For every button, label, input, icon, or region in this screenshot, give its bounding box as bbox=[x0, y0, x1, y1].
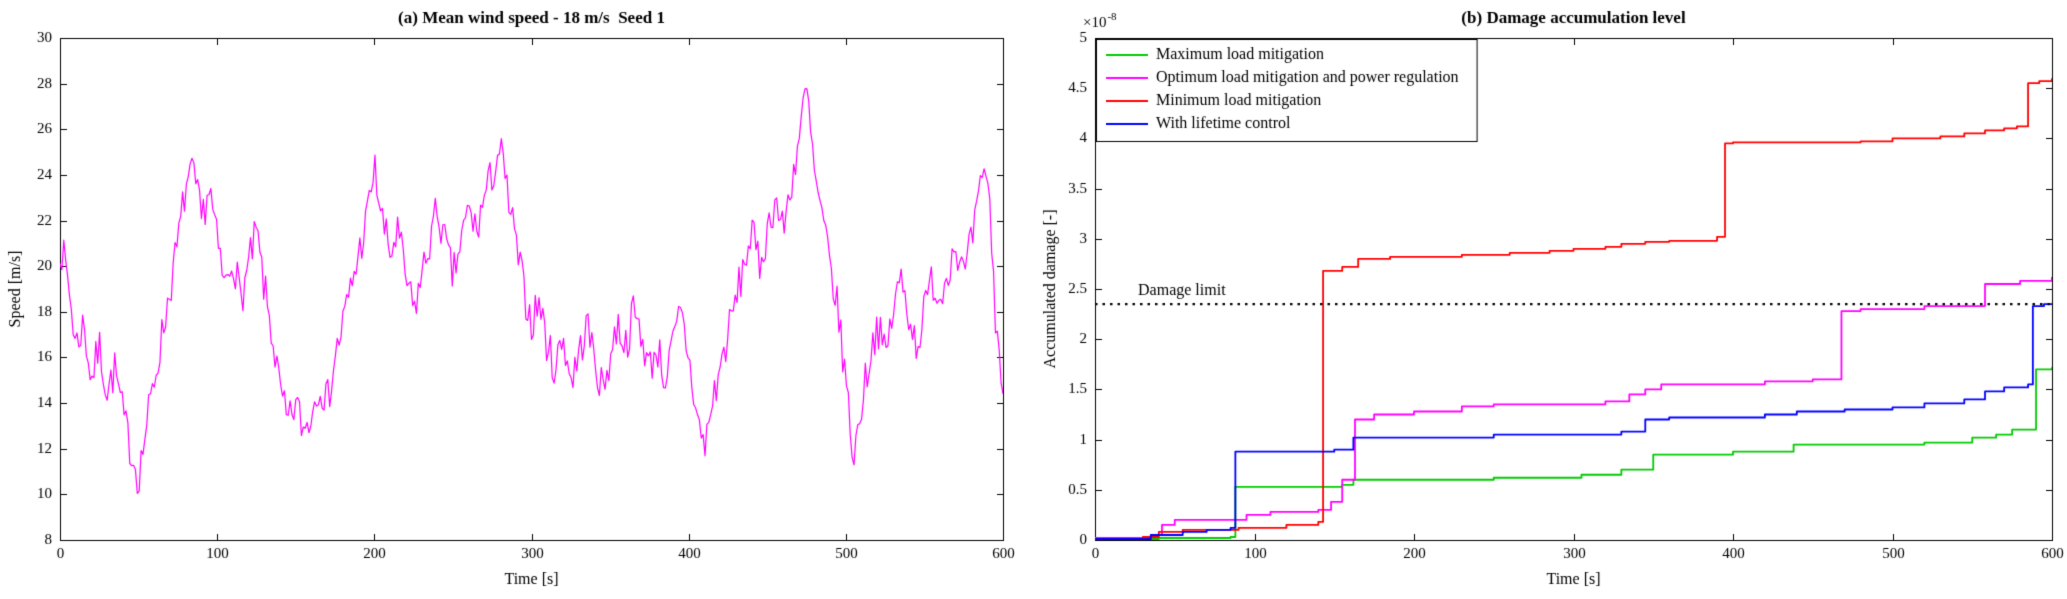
damage-chart-canvas bbox=[1033, 0, 2067, 599]
damage-panel bbox=[1033, 0, 2067, 599]
wind-speed-panel bbox=[0, 0, 1033, 599]
wind-speed-chart-canvas bbox=[0, 0, 1033, 599]
